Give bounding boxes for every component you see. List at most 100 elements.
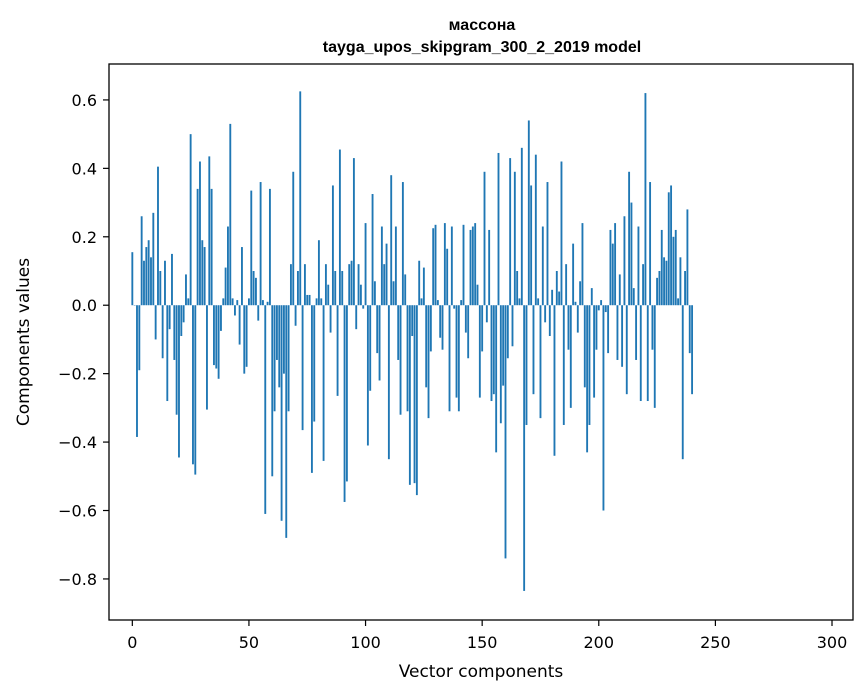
bar-217 <box>637 226 640 306</box>
chart-title-line2: tayga_upos_skipgram_300_2_2019 model <box>323 39 641 56</box>
bar-153 <box>488 229 491 306</box>
bar-42 <box>229 123 232 306</box>
bar-94 <box>350 260 353 306</box>
bar-0 <box>131 252 134 306</box>
bar-86 <box>331 185 334 306</box>
bar-226 <box>658 271 661 306</box>
bar-52 <box>252 271 255 306</box>
bar-102 <box>369 305 372 391</box>
bar-38 <box>220 305 222 331</box>
bar-169 <box>525 305 528 425</box>
bar-51 <box>250 190 253 306</box>
bar-75 <box>306 294 309 306</box>
bar-130 <box>434 224 437 306</box>
y-tick-label: 0.0 <box>72 296 97 315</box>
bar-111 <box>390 175 393 306</box>
bar-193 <box>581 223 584 306</box>
bar-158 <box>499 305 502 424</box>
bar-118 <box>406 305 409 412</box>
bar-3 <box>138 305 141 371</box>
bar-191 <box>576 305 579 333</box>
bar-35 <box>213 305 215 366</box>
bar-10 <box>154 305 157 340</box>
bar-89 <box>338 149 341 306</box>
bar-154 <box>490 305 493 402</box>
bar-195 <box>586 305 589 453</box>
bar-216 <box>635 305 638 360</box>
bar-147 <box>474 223 477 306</box>
bar-204 <box>607 305 610 354</box>
bar-93 <box>348 264 351 306</box>
bar-68 <box>289 264 292 306</box>
bar-221 <box>646 305 649 402</box>
bar-48 <box>243 305 246 374</box>
bar-160 <box>504 305 507 559</box>
bar-223 <box>651 305 654 350</box>
bar-37 <box>217 305 220 379</box>
bar-55 <box>259 182 262 306</box>
bar-34 <box>210 188 213 306</box>
bar-66 <box>285 305 288 538</box>
bar-96 <box>355 305 358 330</box>
bar-145 <box>469 229 472 306</box>
bar-122 <box>415 305 418 496</box>
bar-60 <box>271 305 274 477</box>
bar-231 <box>670 185 673 306</box>
bar-110 <box>387 305 390 460</box>
bar-203 <box>604 305 607 313</box>
bar-198 <box>593 305 596 398</box>
x-tick-label: 250 <box>700 633 731 652</box>
bar-43 <box>231 298 234 306</box>
bar-166 <box>518 298 521 306</box>
bar-24 <box>187 298 190 306</box>
bar-71 <box>296 271 299 306</box>
bar-105 <box>376 305 379 354</box>
bar-192 <box>579 281 582 306</box>
bar-137 <box>450 226 453 306</box>
bar-14 <box>164 260 166 306</box>
bar-119 <box>408 305 411 485</box>
bar-224 <box>653 305 656 408</box>
y-tick-label: 0.4 <box>72 159 97 178</box>
bar-185 <box>562 305 565 425</box>
bar-128 <box>429 305 432 352</box>
bar-109 <box>385 243 388 306</box>
x-tick-label: 100 <box>350 633 381 652</box>
bar-146 <box>471 226 474 306</box>
bar-179 <box>548 305 551 337</box>
y-tick-label: −0.4 <box>58 433 97 452</box>
bar-132 <box>439 305 442 338</box>
bar-213 <box>628 171 631 306</box>
bar-113 <box>394 226 397 306</box>
x-axis-label: Vector components <box>399 662 564 682</box>
bar-129 <box>432 228 435 306</box>
bar-134 <box>443 223 446 306</box>
bar-183 <box>558 291 561 306</box>
bar-121 <box>413 305 416 484</box>
bar-6 <box>145 247 148 306</box>
bar-15 <box>166 305 169 402</box>
bar-152 <box>485 305 488 323</box>
bar-232 <box>672 236 675 306</box>
bar-161 <box>506 305 509 359</box>
bar-117 <box>404 274 407 306</box>
y-tick-label: −0.2 <box>58 365 97 384</box>
bar-215 <box>632 288 635 306</box>
bar-229 <box>665 260 668 306</box>
bar-64 <box>280 305 283 521</box>
bar-176 <box>541 226 544 306</box>
bar-209 <box>618 274 621 306</box>
bar-59 <box>268 188 271 306</box>
bar-170 <box>527 120 530 306</box>
bar-31 <box>203 247 206 306</box>
bar-187 <box>567 305 570 350</box>
bar-174 <box>537 298 540 306</box>
bar-63 <box>278 305 281 388</box>
bar-171 <box>530 185 533 306</box>
bar-178 <box>546 182 549 306</box>
bar-74 <box>303 264 306 306</box>
bar-39 <box>222 298 225 306</box>
bar-99 <box>362 305 365 309</box>
bar-26 <box>192 305 194 465</box>
bar-235 <box>679 257 682 306</box>
